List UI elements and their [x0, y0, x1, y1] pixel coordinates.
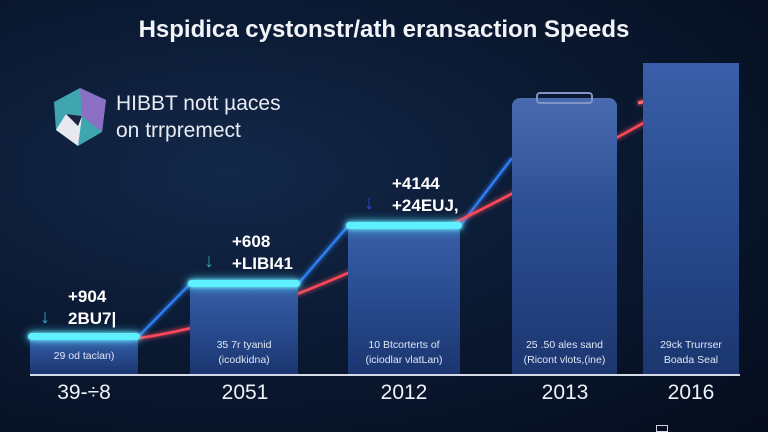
delta-value: +LIBI41 — [232, 254, 293, 273]
down-arrow-icon: ↓ — [40, 306, 50, 328]
bar: 35 7r tyanid (icodkidna) — [188, 280, 300, 374]
cube-logo-icon — [54, 88, 106, 146]
delta-label: +904 2BU7| — [68, 286, 116, 330]
bar-label-line: 29 od taclan) — [53, 350, 115, 362]
down-arrow-icon: ↓ — [364, 192, 374, 214]
bar-label: 29ck Trurrser Boada Seal — [643, 338, 739, 368]
delta-value: +904 — [68, 287, 107, 306]
delta-value: +4144 — [392, 174, 440, 193]
bar: 10 Btcorterts of (iciodlar vlatLan) — [346, 222, 462, 374]
bar-label-line: 29ck Trurrser — [660, 339, 722, 351]
bar-label-line: (iciodlar vlatLan) — [365, 354, 443, 366]
down-arrow-icon: ↓ — [204, 250, 214, 272]
bar-label-line: (Ricont vlots,(ine) — [523, 354, 606, 366]
bar-label-line: 10 Btcorterts of — [368, 339, 440, 351]
bar: 29ck Trurrser Boada Seal — [643, 63, 739, 374]
delta-value: +608 — [232, 232, 271, 251]
bar: 25 .50 ales sand (Ricont vlots,(ine) — [512, 92, 617, 374]
bar-label: 35 7r tyanid (icodkidna) — [190, 338, 298, 368]
clipboard-clip-icon — [536, 92, 593, 104]
bar: 29 od taclan) — [28, 333, 140, 374]
logo-text-line: on trrpremect — [116, 119, 241, 142]
bar-cap — [28, 333, 140, 340]
delta-value: +24EUJ, — [392, 196, 459, 215]
chart-title: Hspidica cystonstr/ath eransaction Speed… — [138, 16, 630, 43]
bar-label-line: 25 .50 ales sand — [525, 339, 604, 351]
delta-value: 2BU7| — [68, 309, 117, 328]
bar-label-line: Boada Seal — [663, 354, 719, 366]
logo-text-line: HIBBT nott µaces — [116, 92, 281, 115]
bar-cap — [346, 222, 462, 229]
x-axis-line — [30, 374, 740, 376]
delta-label: +4144 +24EUJ, — [392, 173, 459, 217]
bar-label: 25 .50 ales sand (Ricont vlots,(ine) — [512, 338, 617, 368]
footer-logo-icon — [656, 425, 668, 432]
x-tick-label: 2012 — [380, 381, 428, 404]
bar-label: 29 od taclan) — [30, 349, 138, 364]
bar-label-line: (icodkidna) — [218, 354, 270, 366]
x-tick-label: 2051 — [221, 381, 269, 404]
bar-label: 10 Btcorterts of (iciodlar vlatLan) — [348, 338, 460, 368]
logo-text: HIBBT nott µaces on trrpremect — [116, 90, 281, 144]
bar-label-line: 35 7r tyanid — [216, 339, 272, 351]
x-tick-label: 39-÷8 — [57, 381, 111, 404]
bar-cap — [188, 280, 300, 287]
x-tick-label: 2016 — [667, 381, 715, 404]
delta-label: +608 +LIBI41 — [232, 231, 293, 275]
x-tick-label: 2013 — [541, 381, 589, 404]
